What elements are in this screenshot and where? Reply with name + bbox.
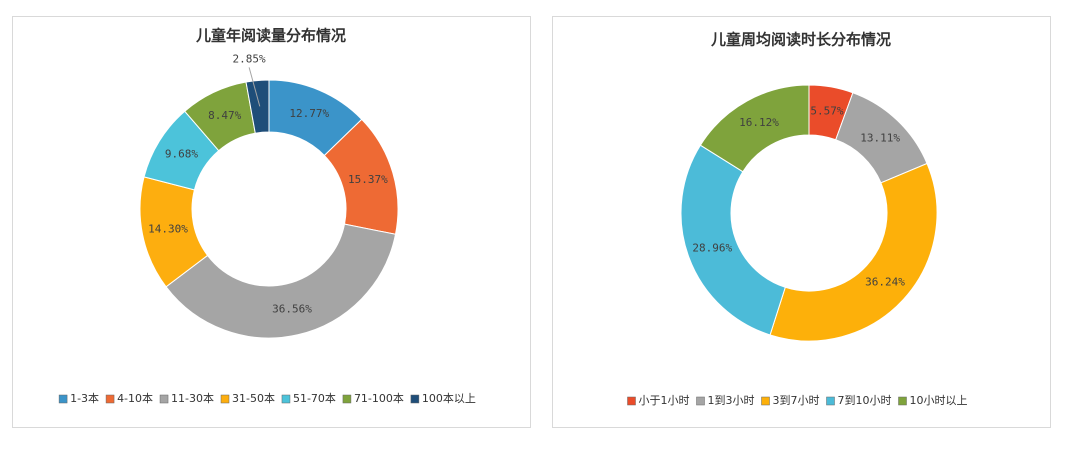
data-label: 16.12% <box>739 116 779 129</box>
legend-label: 4-10本 <box>117 391 153 405</box>
donut-slice <box>245 79 270 134</box>
legend-label: 100本以上 <box>422 391 476 405</box>
legend-swatch <box>627 396 636 406</box>
legend-swatch <box>281 394 291 404</box>
data-label: 12.77% <box>289 107 329 120</box>
data-label: 2.85% <box>233 52 266 65</box>
data-label: 9.68% <box>165 148 198 161</box>
data-label: 8.47% <box>208 109 241 122</box>
data-label: 36.56% <box>272 302 312 315</box>
data-label: 5.57% <box>810 105 843 118</box>
panel <box>552 16 1051 428</box>
legend-label: 7到10小时 <box>838 394 892 407</box>
donut-slice <box>165 223 397 339</box>
data-label: 14.30% <box>148 222 188 235</box>
data-label: 13.11% <box>860 131 900 144</box>
donut-slice <box>680 144 786 336</box>
legend-swatch <box>898 396 907 406</box>
legend-label: 1-3本 <box>70 391 99 405</box>
legend-swatch <box>220 394 230 404</box>
data-label: 36.24% <box>865 276 905 289</box>
legend-label: 小于1小时 <box>639 394 690 407</box>
legend-swatch <box>761 396 770 406</box>
legend-swatch <box>342 394 352 404</box>
legend-swatch <box>696 396 705 406</box>
legend-swatch <box>826 396 835 406</box>
chart-title: 儿童年阅读量分布情况 <box>195 27 346 45</box>
legend-swatch <box>105 394 115 404</box>
donut-slice <box>699 84 810 173</box>
data-label: 15.37% <box>348 173 388 186</box>
leader-line <box>248 67 261 107</box>
panel <box>12 16 531 428</box>
legend-label: 31-50本 <box>232 391 275 405</box>
legend-label: 3到7小时 <box>773 394 820 407</box>
legend-swatch <box>159 394 169 404</box>
legend-label: 1到3小时 <box>708 394 755 407</box>
legend-label: 71-100本 <box>354 391 404 405</box>
legend-label: 11-30本 <box>171 391 214 405</box>
legend-label: 51-70本 <box>293 391 336 405</box>
legend-swatch <box>410 394 420 404</box>
donut-slice <box>769 162 938 342</box>
data-label: 28.96% <box>692 241 732 254</box>
chart-title: 儿童周均阅读时长分布情况 <box>710 31 891 49</box>
legend-swatch <box>58 394 68 404</box>
legend-label: 10小时以上 <box>910 394 968 407</box>
